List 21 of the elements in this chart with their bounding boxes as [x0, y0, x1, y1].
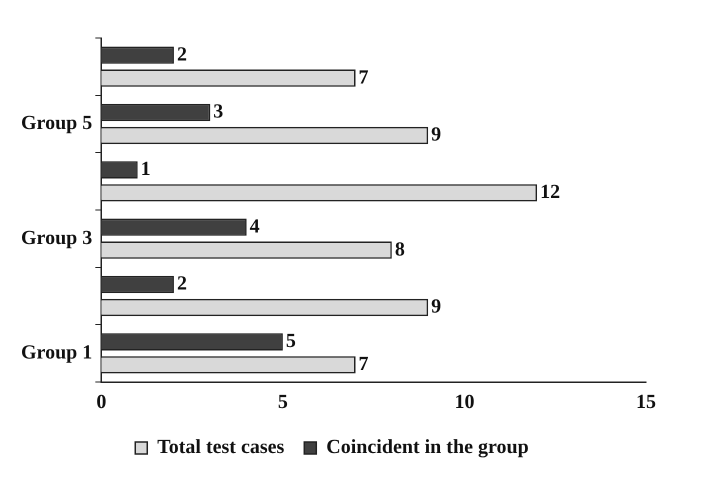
data-label: 12 [540, 180, 560, 203]
data-label: 9 [431, 124, 442, 146]
data-label: 7 [358, 66, 369, 88]
data-label: 8 [394, 238, 405, 260]
x-tick-label: 15 [636, 391, 656, 414]
x-tick-label: 5 [278, 391, 288, 414]
data-label: 2 [176, 272, 187, 295]
y-tick-label: Group 3 [20, 226, 92, 249]
data-label: 7 [358, 352, 369, 375]
y-tick-label: Group 1 [20, 342, 92, 364]
x-tick-label: 0 [96, 391, 106, 414]
y-tick-label: Group 5 [20, 112, 92, 134]
legend-label: Coincident in the group [326, 436, 529, 458]
data-label: 5 [286, 330, 296, 352]
data-label: 2 [176, 43, 187, 66]
data-label: 4 [250, 215, 260, 238]
data-label: 1 [140, 158, 151, 180]
data-label: 9 [431, 296, 442, 318]
legend-label: Total test cases [157, 436, 285, 458]
data-label: 3 [213, 100, 224, 123]
x-tick-label: 10 [454, 391, 474, 414]
